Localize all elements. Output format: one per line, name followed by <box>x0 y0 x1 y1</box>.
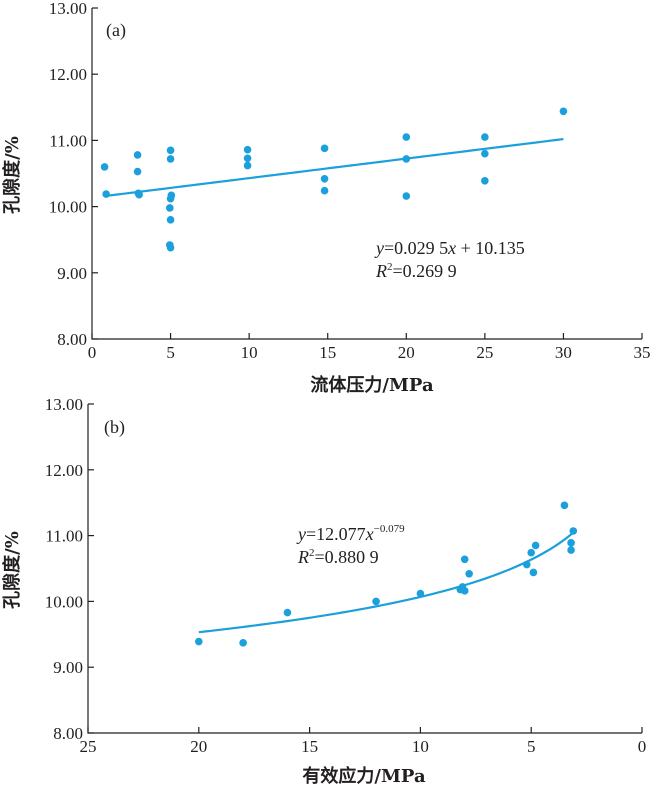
panel-a-r-squared: R2=0.269 9 <box>375 261 457 281</box>
panel-a-data-point <box>320 144 329 153</box>
panel-a-y-axis-title: 孔隙度/% <box>1 136 23 214</box>
panel-a-y-tick-label: 9.00 <box>57 264 87 283</box>
panel-b-x-tick-label: 15 <box>301 737 318 756</box>
panel-b-data-point <box>239 639 247 647</box>
panel-a-data-point <box>166 216 175 224</box>
panel-b-data-point <box>460 587 469 595</box>
panel-a-x-axis-title: 流体压力/MPa <box>310 374 434 396</box>
panel-a-x-tick-label: 5 <box>166 343 175 362</box>
panel-b-data-point <box>460 555 469 564</box>
panel-b-data-point <box>416 589 425 598</box>
panel-b-data-point <box>531 541 540 550</box>
panel-a-y-tick-label: 10.00 <box>49 198 87 217</box>
panel-b-x-tick-label: 5 <box>527 737 536 756</box>
panel-b-y-axis-title: 孔隙度/% <box>1 531 23 609</box>
panel-a-data-point <box>320 174 329 183</box>
panel-a-data-point <box>320 186 329 195</box>
panel-b-data-point <box>195 637 203 646</box>
panel-b-y-tick-label: 10.00 <box>45 592 83 611</box>
panel-a-data-point <box>166 146 175 155</box>
panel-a-data-point <box>481 176 489 185</box>
panel-a-data-point <box>402 133 411 141</box>
panel-a-data-point <box>133 151 142 159</box>
panel-b-effective-stress-chart: 8.00 9.00 10.00 11.00 12.00 13.00 25 20 15 10 5 0 (… <box>1 395 646 785</box>
panel-b-data-point <box>567 546 575 554</box>
panel-a-data-point <box>243 154 252 163</box>
panel-a-axis-frame <box>91 8 642 340</box>
panel-b-fit-curve <box>198 531 574 634</box>
panel-a-x-tick-label: 10 <box>241 343 258 362</box>
panel-b-data-point <box>569 527 578 535</box>
panel-b-axes: 8.00 9.00 10.00 11.00 12.00 13.00 25 20 15 10 5 0 <box>45 395 647 756</box>
panel-b-x-axis-title: 有效应力/MPa <box>302 765 426 785</box>
panel-a-x-tick-label: 25 <box>476 343 493 362</box>
panel-a-data-point <box>165 204 174 212</box>
panel-a-y-tick-label: 12.00 <box>49 65 87 84</box>
panel-b-data-point <box>567 539 575 547</box>
panel-a-trendline <box>107 137 564 197</box>
panel-a-x-tick-label: 15 <box>319 343 336 362</box>
panel-b-data-point <box>529 568 538 577</box>
panel-b-r-squared: R2=0.880 9 <box>297 547 379 567</box>
panel-a-equation: y=0.029 5x + 10.135 <box>374 238 525 258</box>
panel-b-data-point <box>283 608 292 617</box>
panel-b-y-tick-label: 8.00 <box>53 724 83 743</box>
panel-b-equation: y=12.077x−0.079 <box>296 523 405 544</box>
panel-a-fit-curve <box>107 137 564 197</box>
panel-a-data-point <box>402 155 411 163</box>
panel-a-data-point <box>133 167 142 176</box>
panel-a-data-point <box>102 190 110 198</box>
panel-a-data-point <box>243 145 252 154</box>
panel-a-data-point <box>166 243 175 252</box>
panel-b-data-point <box>372 597 380 606</box>
panel-b-data-point <box>527 548 535 557</box>
panel-b-y-tick-label: 13.00 <box>45 395 83 414</box>
panel-a-y-tick-label: 13.00 <box>49 0 87 18</box>
panel-b-x-tick-label: 25 <box>80 737 97 756</box>
panel-a-data-point <box>402 192 411 200</box>
panel-a-y-tick-label: 8.00 <box>57 330 87 349</box>
panel-a-x-tick-label: 20 <box>398 343 415 362</box>
panel-b-data-point <box>522 560 531 569</box>
panel-a-data-point <box>100 163 109 171</box>
panel-a-axes: 8.00 9.00 10.00 11.00 12.00 13.00 0 5 10 15 20 25 30… <box>49 0 650 362</box>
panel-b-axis-frame <box>87 404 642 734</box>
panel-a-data-point <box>166 155 175 163</box>
panel-a-data-points <box>100 107 568 252</box>
panel-b-x-tick-label: 20 <box>190 737 207 756</box>
panel-a-data-point <box>559 107 568 116</box>
panel-a-data-point <box>243 161 252 170</box>
panel-a-label: (a) <box>106 20 126 41</box>
panel-a-data-point <box>481 149 489 158</box>
panel-a-y-tick-label: 11.00 <box>49 131 87 150</box>
panel-a-data-point <box>166 194 175 203</box>
panel-b-x-tick-label: 10 <box>412 737 429 756</box>
panel-a-x-tick-label: 0 <box>88 343 97 362</box>
panel-b-y-tick-label: 9.00 <box>53 658 83 677</box>
panel-a-data-point <box>481 133 489 141</box>
panel-b-data-point <box>560 501 569 510</box>
panel-b-label: (b) <box>104 417 125 438</box>
panel-b-data-point <box>465 569 473 578</box>
panel-b-x-tick-label: 0 <box>638 737 647 756</box>
panel-b-y-tick-label: 11.00 <box>45 527 83 546</box>
panel-b-data-points <box>195 501 578 647</box>
panel-a-data-point <box>135 190 143 199</box>
panel-a-fluid-pressure-chart: 8.00 9.00 10.00 11.00 12.00 13.00 0 5 10 15 20 25 30… <box>1 0 650 396</box>
panel-a-x-tick-label: 35 <box>634 343 650 362</box>
panel-a-x-tick-label: 30 <box>555 343 572 362</box>
panel-b-trendline <box>198 531 574 634</box>
panel-b-y-tick-label: 12.00 <box>45 461 83 480</box>
